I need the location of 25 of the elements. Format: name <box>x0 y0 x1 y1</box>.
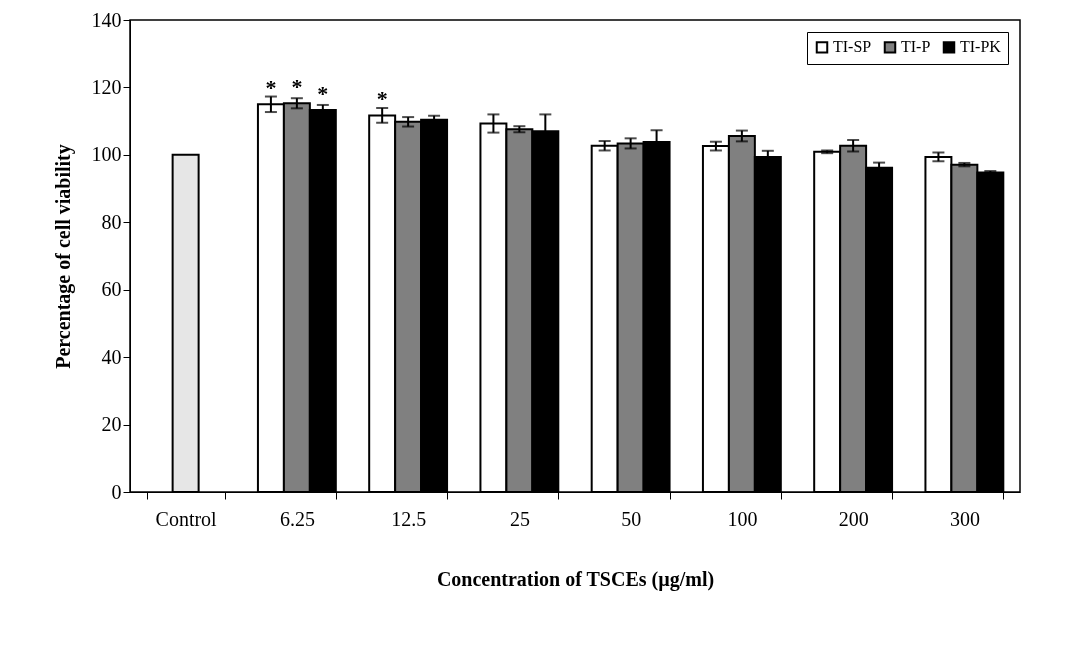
y-tick-label: 120 <box>91 75 122 98</box>
x-tick-label: 12.5 <box>391 507 427 530</box>
x-tick-label: 100 <box>727 507 758 530</box>
y-tick-label: 140 <box>91 8 122 31</box>
y-axis-title: Percentage of cell viability <box>51 144 75 369</box>
y-tick-label: 20 <box>101 413 122 436</box>
legend-label: TI-P <box>901 38 931 56</box>
annotation: * <box>376 86 388 112</box>
y-tick-label: 40 <box>101 345 122 368</box>
x-tick-label: 200 <box>838 507 869 530</box>
x-axis-title: Concentration of TSCEs (µg/ml) <box>436 567 715 591</box>
legend-label: TI-PK <box>960 38 1002 56</box>
y-tick-label: 100 <box>91 143 122 166</box>
x-tick-label: 300 <box>949 507 980 530</box>
y-tick-label: 80 <box>101 210 122 233</box>
annotation: * <box>265 75 277 101</box>
y-tick-label: 60 <box>101 278 122 301</box>
x-tick-label: 50 <box>621 507 642 530</box>
legend-label: TI-SP <box>833 38 872 56</box>
annotation: * <box>291 74 303 100</box>
x-tick-label: 25 <box>509 507 530 530</box>
x-tick-label: Control <box>155 507 218 530</box>
x-tick-label: 6.25 <box>279 507 315 530</box>
annotation: * <box>317 81 329 107</box>
y-tick-label: 0 <box>111 480 122 503</box>
